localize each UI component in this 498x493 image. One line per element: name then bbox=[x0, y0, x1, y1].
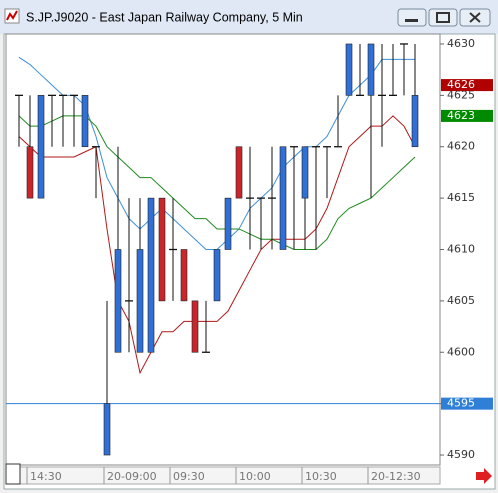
candle-body bbox=[103, 403, 111, 456]
y-tick-label: 4625 bbox=[447, 88, 475, 101]
candle-body bbox=[224, 197, 232, 250]
candle-body bbox=[279, 146, 287, 250]
candle-body bbox=[235, 146, 243, 199]
minimize-button[interactable] bbox=[397, 8, 427, 27]
y-tick-label: 4600 bbox=[447, 345, 475, 358]
corner-box bbox=[5, 463, 21, 485]
candle-body bbox=[147, 197, 155, 353]
x-tick-label: 10:00 bbox=[239, 470, 271, 483]
maximize-button[interactable] bbox=[428, 8, 458, 27]
scroll-arrow[interactable] bbox=[476, 468, 492, 484]
candle-body bbox=[191, 300, 199, 353]
moving-average bbox=[18, 115, 416, 375]
candle-body bbox=[213, 249, 221, 302]
candle-body bbox=[158, 197, 166, 302]
chart-title: S.JP.J9020 - East Japan Railway Company,… bbox=[26, 10, 303, 24]
price-line-tag bbox=[441, 397, 493, 410]
y-tick-label: 4620 bbox=[447, 140, 475, 153]
x-tick-label: 20-09:00 bbox=[107, 470, 157, 483]
price-marker bbox=[441, 109, 493, 122]
minimize-glyph bbox=[405, 19, 418, 22]
candle-body bbox=[37, 95, 45, 199]
candle-body bbox=[345, 43, 353, 96]
candle-body bbox=[301, 146, 309, 199]
plot-area bbox=[5, 33, 441, 466]
price-marker-label: 4626 bbox=[447, 78, 475, 91]
y-tick-label: 4590 bbox=[447, 448, 475, 461]
candle-body bbox=[411, 95, 419, 148]
y-tick-label: 4610 bbox=[447, 243, 475, 256]
candle-body bbox=[26, 146, 34, 199]
price-marker bbox=[441, 79, 493, 92]
x-tick-label: 09:30 bbox=[173, 470, 205, 483]
price-marker-label: 4623 bbox=[447, 109, 475, 122]
price-line-label: 4595 bbox=[447, 397, 475, 410]
candle-body bbox=[367, 43, 375, 96]
y-tick-label: 4605 bbox=[447, 294, 475, 307]
x-tick-label: 20-12:30 bbox=[371, 470, 421, 483]
maximize-glyph bbox=[436, 12, 450, 23]
y-tick-label: 4615 bbox=[447, 191, 475, 204]
y-tick-label: 4630 bbox=[447, 37, 475, 50]
close-glyph bbox=[469, 12, 481, 23]
candle-body bbox=[114, 249, 122, 353]
icon-glyph bbox=[6, 10, 18, 21]
candle-body bbox=[81, 95, 89, 148]
x-tick-label: 10:30 bbox=[305, 470, 337, 483]
x-tick-label: 14:30 bbox=[30, 470, 62, 483]
candle-body bbox=[180, 249, 188, 302]
candle-body bbox=[136, 249, 144, 353]
